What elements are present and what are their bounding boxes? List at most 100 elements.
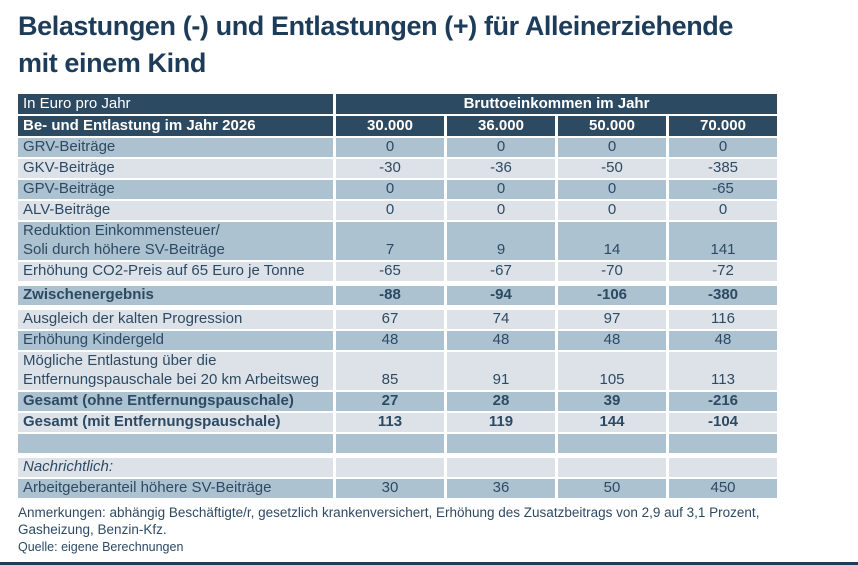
table-row: Nachrichtlich:: [18, 458, 777, 477]
column-header: 30.000: [336, 116, 444, 136]
notes-text: Anmerkungen: abhängig Beschäftigte/r, ge…: [18, 505, 760, 537]
row-value: 0: [336, 180, 444, 199]
row-value: 14: [558, 222, 666, 260]
row-value: 28: [447, 392, 555, 411]
row-label: Mögliche Entlastung über die Entfernungs…: [18, 352, 333, 390]
row-value: -50: [558, 159, 666, 178]
row-value: 85: [336, 352, 444, 390]
data-table: In Euro pro Jahr Bruttoeinkommen im Jahr…: [18, 94, 777, 498]
row-value: 48: [669, 331, 777, 350]
table-row: Zwischenergebnis -88 -94 -106 -380: [18, 286, 777, 305]
table-row: Erhöhung CO2-Preis auf 65 Euro je Tonne -…: [18, 262, 777, 281]
row-value: [447, 458, 555, 477]
row-value: 0: [669, 138, 777, 157]
row-label: Zwischenergebnis: [18, 286, 333, 305]
table-row: Gesamt (mit Entfernungspauschale) 113 119 1…: [18, 413, 777, 432]
row-value: -65: [336, 262, 444, 281]
row-label: GRV-Beiträge: [18, 138, 333, 157]
row-label: Erhöhung Kindergeld: [18, 331, 333, 350]
row-value: -67: [447, 262, 555, 281]
row-label: Nachrichtlich:: [18, 458, 333, 477]
row-value: 0: [558, 201, 666, 220]
row-label: GKV-Beiträge: [18, 159, 333, 178]
row-value: [558, 434, 666, 453]
row-value: -88: [336, 286, 444, 305]
row-value: [669, 434, 777, 453]
row-value: 141: [669, 222, 777, 260]
page-title: Belastungen (-) und Entlastungen (+) für…: [18, 11, 733, 78]
row-value: [447, 434, 555, 453]
row-label: Gesamt (ohne Entfernungspauschale): [18, 392, 333, 411]
row-value: -106: [558, 286, 666, 305]
row-value: 50: [558, 479, 666, 498]
row-value: -380: [669, 286, 777, 305]
row-value: -30: [336, 159, 444, 178]
row-value: 91: [447, 352, 555, 390]
table-footer: Anmerkungen: abhängig Beschäftigte/r, ge…: [18, 505, 840, 555]
row-label: ALV-Beiträge: [18, 201, 333, 220]
table-row: GPV-Beiträge 0 0 0 -65: [18, 180, 777, 199]
row-value: 9: [447, 222, 555, 260]
row-value: 36: [447, 479, 555, 498]
row-value: -216: [669, 392, 777, 411]
row-value: -36: [447, 159, 555, 178]
row-value: -72: [669, 262, 777, 281]
row-value: 0: [447, 201, 555, 220]
table-row: Arbeitgeberanteil höhere SV-Beiträge 30 36…: [18, 479, 777, 498]
row-value: 113: [669, 352, 777, 390]
row-value: 116: [669, 310, 777, 329]
row-value: 97: [558, 310, 666, 329]
row-label: [18, 434, 333, 453]
row-value: 7: [336, 222, 444, 260]
row-value: -104: [669, 413, 777, 432]
row-value: 0: [336, 138, 444, 157]
source-text: Quelle: eigene Berechnungen: [18, 540, 184, 554]
row-value: [558, 458, 666, 477]
table-row: Erhöhung Kindergeld 48 48 48 48: [18, 331, 777, 350]
table-row: GKV-Beiträge -30 -36 -50 -385: [18, 159, 777, 178]
row-value: 48: [447, 331, 555, 350]
row-value: -385: [669, 159, 777, 178]
row-value: 27: [336, 392, 444, 411]
table-row: Gesamt (ohne Entfernungspauschale) 27 28 39…: [18, 392, 777, 411]
bottom-divider: [0, 562, 858, 565]
row-value: 0: [558, 180, 666, 199]
row-value: 0: [669, 201, 777, 220]
row-value: [336, 434, 444, 453]
row-header: Be- und Entlastung im Jahr 2026: [18, 116, 333, 136]
row-label: Erhöhung CO2-Preis auf 65 Euro je Tonne: [18, 262, 333, 281]
row-value: 144: [558, 413, 666, 432]
row-value: -94: [447, 286, 555, 305]
row-value: 0: [336, 201, 444, 220]
table-header-top: In Euro pro Jahr Bruttoeinkommen im Jahr: [18, 94, 777, 114]
table-row: GRV-Beiträge 0 0 0 0: [18, 138, 777, 157]
row-label: Reduktion Einkommensteuer/ Soli durch hö…: [18, 222, 333, 260]
row-value: 450: [669, 479, 777, 498]
row-value: [336, 458, 444, 477]
unit-label: In Euro pro Jahr: [18, 94, 333, 114]
row-label: Gesamt (mit Entfernungspauschale): [18, 413, 333, 432]
table-body: GRV-Beiträge 0 0 0 0 GKV-Beiträge -30 -36 -50 -38…: [18, 138, 777, 498]
row-label: GPV-Beiträge: [18, 180, 333, 199]
row-value: 105: [558, 352, 666, 390]
row-value: 0: [447, 138, 555, 157]
table-header-columns: Be- und Entlastung im Jahr 2026 30.000 3…: [18, 116, 777, 136]
row-value: [669, 458, 777, 477]
row-value: -65: [669, 180, 777, 199]
table-row: [18, 434, 777, 453]
table-row: Ausgleich der kalten Progression 67 74 97 11…: [18, 310, 777, 329]
row-value: 30: [336, 479, 444, 498]
row-value: -70: [558, 262, 666, 281]
column-group-header: Bruttoeinkommen im Jahr: [336, 94, 777, 114]
table-row: ALV-Beiträge 0 0 0 0: [18, 201, 777, 220]
row-value: 48: [558, 331, 666, 350]
row-value: 48: [336, 331, 444, 350]
table-row: Mögliche Entlastung über die Entfernungs…: [18, 352, 777, 390]
column-header: 70.000: [669, 116, 777, 136]
row-value: 0: [558, 138, 666, 157]
column-header: 36.000: [447, 116, 555, 136]
row-value: 74: [447, 310, 555, 329]
row-label: Ausgleich der kalten Progression: [18, 310, 333, 329]
row-value: 67: [336, 310, 444, 329]
